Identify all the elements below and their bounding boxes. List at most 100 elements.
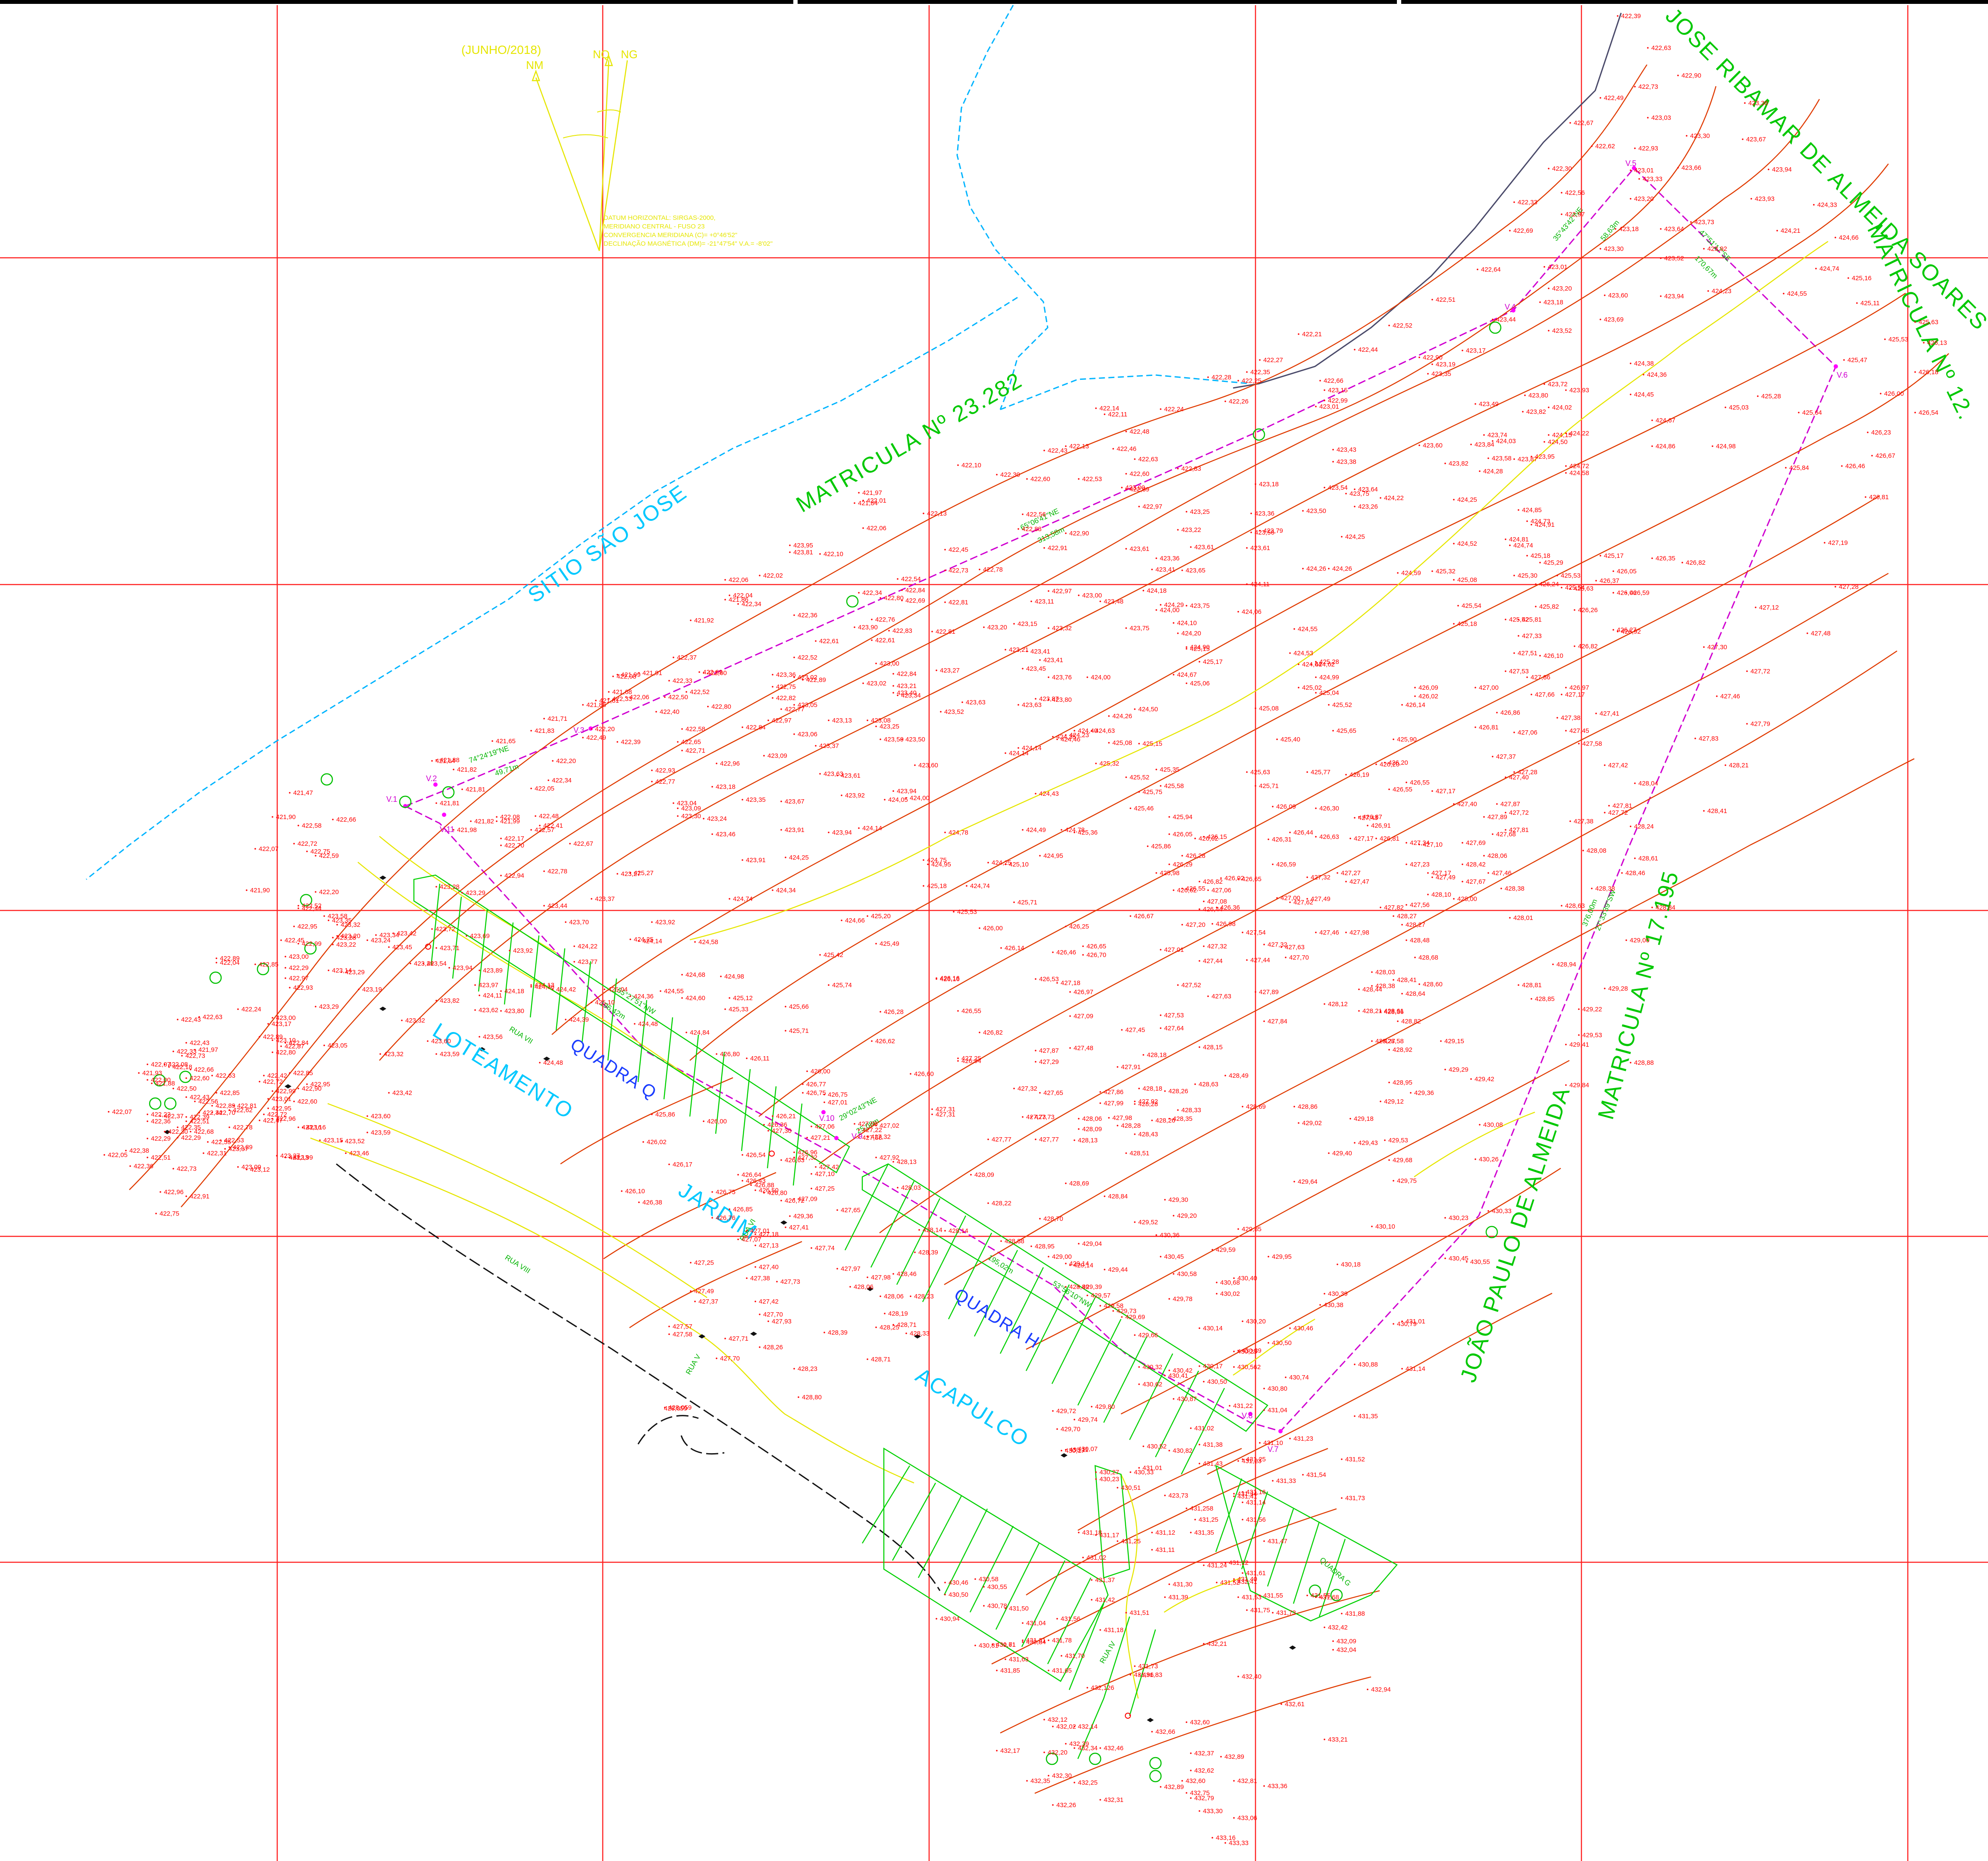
spot-elevation-dot (1125, 627, 1127, 629)
spot-elevation-label: 425,71 (789, 1027, 809, 1035)
spot-elevation-dot (1017, 704, 1019, 706)
spot-elevation-dot (297, 1088, 299, 1089)
spot-elevation-label: 425,40 (1280, 736, 1300, 743)
spot-elevation-dot (867, 1136, 868, 1138)
spot-elevation: 427,32 (1203, 943, 1227, 950)
spot-elevation: 423,00 (1078, 592, 1102, 599)
spot-elevation-label: 425,17 (1203, 658, 1223, 666)
spot-elevation-dot (1483, 855, 1485, 857)
spot-elevation: 422,89 (211, 1102, 235, 1110)
spot-elevation: 422,73 (1634, 83, 1658, 91)
spot-elevation-label: 426,75 (716, 1189, 736, 1196)
spot-elevation-dot (759, 575, 761, 576)
spot-elevation-label: 430,84 (1026, 1639, 1046, 1646)
spot-elevation-dot (918, 1229, 920, 1231)
spot-elevation-label: 422,93 (293, 984, 313, 991)
spot-elevation: 422,40 (655, 708, 679, 716)
spot-elevation: 427,81 (1608, 802, 1632, 810)
spot-elevation-label: 425,33 (729, 1006, 748, 1013)
spot-elevation-label: 424,74 (733, 895, 753, 903)
spot-elevation-label: 422,13 (1069, 443, 1089, 450)
spot-elevation: 422,63 (211, 1072, 235, 1079)
contour-lines (129, 64, 1949, 1794)
spot-elevation-label: 426,19 (1349, 771, 1369, 779)
spot-elevation-dot (664, 696, 666, 698)
spot-elevation-label: 424,03 (1496, 438, 1516, 445)
spot-elevation-label: 422,24 (241, 1006, 261, 1013)
spot-elevation: 431,39 (1164, 1594, 1188, 1601)
spot-elevation-dot (923, 513, 924, 514)
spot-elevation: 427,01 (823, 1099, 848, 1106)
spot-elevation-label: 429,00 (1630, 937, 1650, 944)
spot-elevation-label: 423,02 (867, 680, 886, 687)
spot-elevation-label: 423,37 (595, 895, 615, 903)
spot-elevation-dot (1160, 1256, 1161, 1257)
spot-elevation-dot (673, 657, 674, 658)
spot-elevation-dot (1229, 1405, 1230, 1407)
spot-elevation: 427,97 (836, 1265, 861, 1273)
spot-elevation-dot (1914, 321, 1916, 323)
spot-elevation-label: 431,65 (1052, 1667, 1072, 1674)
spot-elevation: 424,48 (539, 1059, 563, 1067)
spot-elevation: 424,33 (1813, 201, 1837, 209)
spot-elevation-label: 428,38 (1595, 885, 1615, 892)
spot-elevation: 428,059 (664, 1404, 692, 1411)
spot-elevation: 422,97 (285, 975, 309, 982)
spot-elevation-dot (470, 820, 472, 822)
spot-elevation-dot (591, 1001, 592, 1003)
spot-elevation: 423,90 (854, 624, 878, 631)
spot-elevation-dot (936, 1618, 937, 1620)
spot-elevation-label: 431,25 (1199, 1516, 1218, 1523)
spot-elevation-label: 427,19 (1828, 539, 1848, 547)
spot-elevation: 422,66 (332, 816, 356, 823)
spot-elevation-dot (401, 1020, 403, 1021)
spot-elevation-label: 422,51 (151, 1154, 171, 1161)
spot-elevation-label: 426,20 (1388, 759, 1408, 766)
spot-elevation: 428,01 (1509, 914, 1533, 922)
spot-elevation: 423,32 (379, 1051, 404, 1058)
spot-elevation-dot (1022, 668, 1024, 669)
spot-elevation: 432,04 (1332, 1646, 1356, 1654)
spot-elevation-label: 425,52 (1332, 701, 1352, 709)
spot-elevation-label: 427,58 (862, 1134, 882, 1142)
spot-elevation-dot (1285, 957, 1287, 958)
spot-elevation-label: 427,45 (1569, 727, 1589, 735)
spot-elevation: 432,17 (996, 1747, 1020, 1755)
spot-elevation-dot (1048, 590, 1049, 592)
spot-elevation: 423,61 (1190, 544, 1214, 551)
spot-elevation-dot (1630, 826, 1631, 827)
spot-elevation-label: 428,71 (871, 1356, 891, 1363)
spot-elevation-dot (1276, 738, 1278, 740)
spot-elevation: 423,16 (297, 1124, 322, 1131)
spot-elevation-label: 431,56 (1246, 1516, 1266, 1523)
spot-elevation-dot (1298, 687, 1299, 688)
spot-elevation: 421,82 (470, 818, 494, 825)
spot-elevation: 423,64 (1660, 225, 1684, 233)
spot-elevation: 423,00 (272, 1014, 296, 1022)
spot-elevation-dot (780, 1200, 782, 1201)
spot-elevation: 423,52 (1660, 255, 1684, 262)
spot-elevation-label: 431,70 (1065, 1652, 1085, 1660)
spot-elevation-dot (1306, 876, 1308, 878)
spot-elevation: 422,45 (944, 546, 968, 554)
spot-elevation: 430,08 (1479, 1121, 1503, 1129)
spot-elevation-dot (854, 626, 855, 628)
spot-elevation: 424,90 (1186, 644, 1210, 651)
spot-elevation-dot (1199, 1810, 1200, 1812)
spot-elevation: 423,21 (1005, 646, 1029, 654)
spot-elevation-label: 423,19 (362, 986, 382, 993)
spot-elevation-label: 428,27 (1397, 913, 1417, 920)
spot-elevation-label: 423,58 (328, 913, 348, 920)
spot-elevation: 422,52 (686, 688, 710, 696)
spot-elevation-label: 427,48 (1811, 630, 1831, 637)
spot-elevation-label: 426,16 (940, 975, 960, 982)
spot-elevation-dot (651, 921, 653, 923)
spot-elevation-label: 426,02 (1418, 693, 1438, 700)
spot-elevation-dot (1043, 1719, 1045, 1720)
spot-elevation: 427,98 (1345, 929, 1369, 936)
spot-elevation-dot (1453, 623, 1455, 625)
vertex-v9: V.9 (852, 1132, 862, 1141)
spot-elevation-label: 423,74 (1487, 432, 1507, 439)
spot-elevation-dot (1052, 951, 1054, 953)
spot-elevation: 422,84 (742, 724, 766, 731)
